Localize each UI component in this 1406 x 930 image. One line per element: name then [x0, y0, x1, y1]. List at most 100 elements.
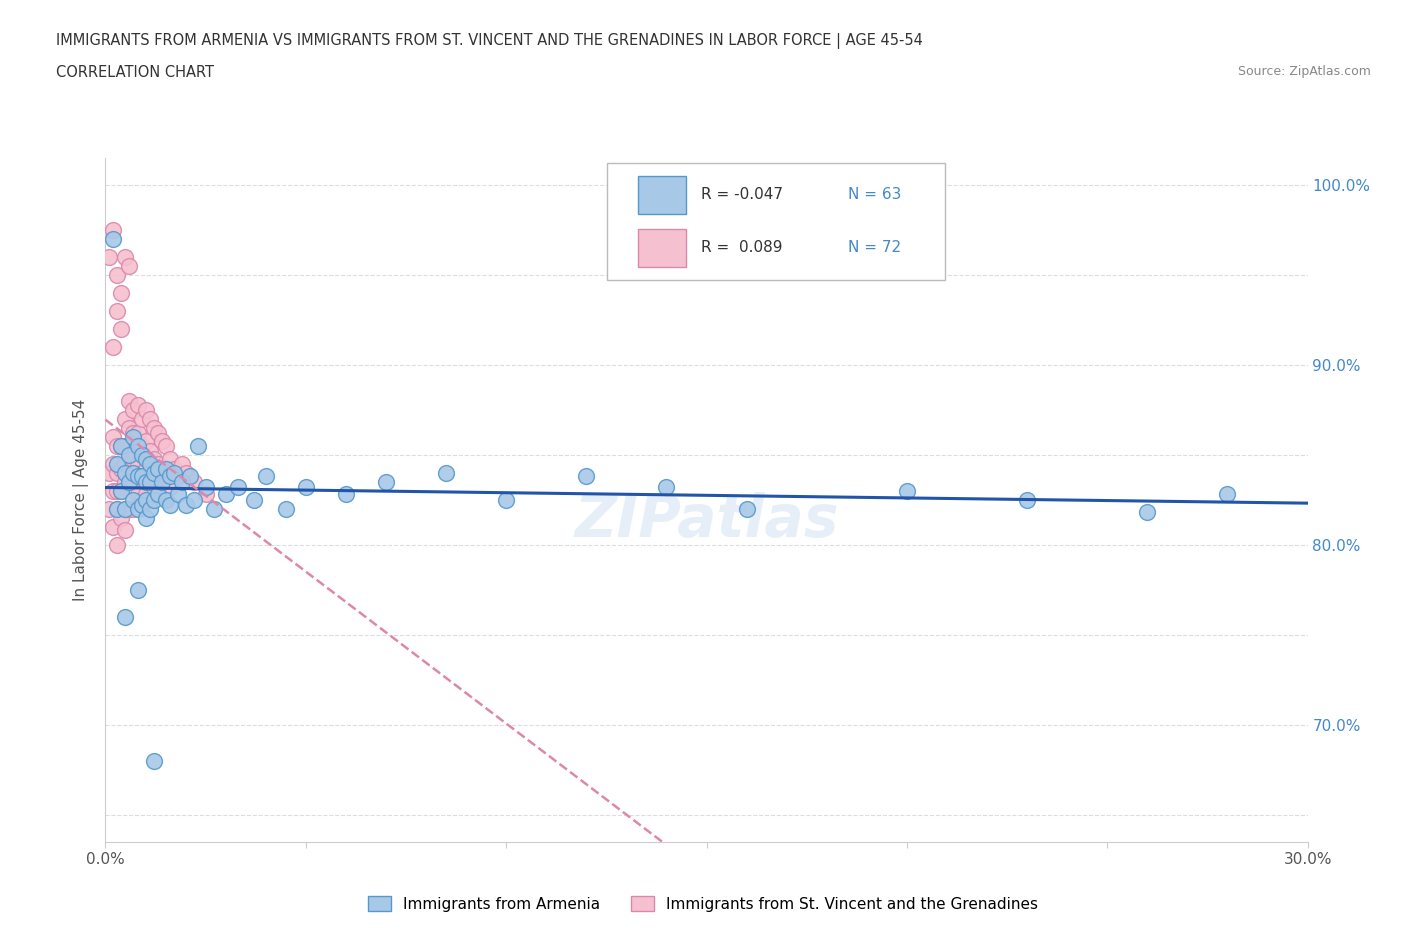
- Point: [103, 430, 125, 445]
- Point: [146, 426, 169, 441]
- Point: [103, 484, 125, 498]
- Point: [150, 474, 173, 489]
- Point: [131, 465, 153, 480]
- Point: [110, 322, 132, 337]
- Point: [183, 493, 205, 508]
- Point: [142, 753, 165, 768]
- Point: [107, 538, 129, 552]
- Point: [155, 462, 177, 477]
- Point: [159, 469, 181, 484]
- Point: [122, 474, 145, 489]
- Point: [107, 501, 129, 516]
- Point: [138, 411, 160, 426]
- Point: [155, 493, 177, 508]
- Point: [114, 501, 136, 516]
- Point: [131, 438, 153, 453]
- Point: [202, 501, 225, 516]
- Point: [194, 487, 217, 502]
- Point: [135, 462, 157, 477]
- Point: [118, 447, 141, 462]
- Point: [122, 430, 145, 445]
- Point: [187, 438, 209, 453]
- Point: [114, 465, 136, 480]
- Text: R =  0.089: R = 0.089: [700, 240, 782, 256]
- Point: [1017, 493, 1039, 508]
- Point: [135, 474, 157, 489]
- Point: [103, 520, 125, 535]
- Point: [242, 493, 264, 508]
- Point: [107, 303, 129, 318]
- Point: [118, 259, 141, 273]
- Point: [194, 480, 217, 495]
- Point: [127, 397, 149, 412]
- Point: [127, 426, 149, 441]
- Point: [114, 501, 136, 516]
- Point: [127, 582, 149, 597]
- Point: [142, 451, 165, 466]
- Point: [103, 232, 125, 246]
- Point: [150, 465, 173, 480]
- Point: [183, 474, 205, 489]
- Point: [495, 493, 517, 508]
- Point: [170, 457, 193, 472]
- Point: [150, 433, 173, 448]
- Point: [118, 447, 141, 462]
- Text: N = 72: N = 72: [848, 240, 901, 256]
- Point: [1216, 487, 1239, 502]
- Point: [110, 462, 132, 477]
- Text: R = -0.047: R = -0.047: [700, 187, 783, 203]
- Point: [122, 426, 145, 441]
- Point: [135, 403, 157, 418]
- Point: [374, 474, 398, 489]
- Text: CORRELATION CHART: CORRELATION CHART: [56, 65, 214, 80]
- Point: [122, 403, 145, 418]
- Point: [138, 474, 160, 489]
- Point: [135, 487, 157, 502]
- Point: [107, 501, 129, 516]
- Point: [274, 501, 297, 516]
- Point: [114, 457, 136, 472]
- Point: [135, 493, 157, 508]
- Point: [735, 501, 758, 516]
- Text: ZIPatlas: ZIPatlas: [574, 492, 839, 549]
- Point: [107, 465, 129, 480]
- Point: [110, 484, 132, 498]
- Point: [114, 523, 136, 538]
- Y-axis label: In Labor Force | Age 45-54: In Labor Force | Age 45-54: [73, 399, 90, 601]
- Legend: Immigrants from Armenia, Immigrants from St. Vincent and the Grenadines: Immigrants from Armenia, Immigrants from…: [361, 890, 1045, 918]
- Point: [159, 498, 181, 512]
- Point: [122, 493, 145, 508]
- Point: [135, 451, 157, 466]
- Point: [174, 465, 197, 480]
- Point: [127, 469, 149, 484]
- Point: [142, 465, 165, 480]
- Point: [110, 511, 132, 525]
- Point: [138, 501, 160, 516]
- Point: [138, 474, 160, 489]
- Point: [114, 609, 136, 624]
- FancyBboxPatch shape: [638, 229, 686, 267]
- Point: [131, 469, 153, 484]
- Point: [896, 484, 918, 498]
- Point: [110, 484, 132, 498]
- Point: [335, 487, 357, 502]
- Point: [103, 222, 125, 237]
- Point: [138, 444, 160, 458]
- Point: [254, 469, 277, 484]
- Point: [114, 438, 136, 453]
- Point: [114, 411, 136, 426]
- Point: [155, 469, 177, 484]
- Point: [107, 484, 129, 498]
- Point: [107, 268, 129, 283]
- Point: [146, 457, 169, 472]
- Point: [107, 457, 129, 472]
- Point: [118, 501, 141, 516]
- Point: [110, 286, 132, 300]
- Point: [131, 411, 153, 426]
- Text: Source: ZipAtlas.com: Source: ZipAtlas.com: [1237, 65, 1371, 78]
- Point: [122, 501, 145, 516]
- Point: [146, 462, 169, 477]
- Point: [162, 465, 184, 480]
- Point: [127, 501, 149, 516]
- Point: [174, 498, 197, 512]
